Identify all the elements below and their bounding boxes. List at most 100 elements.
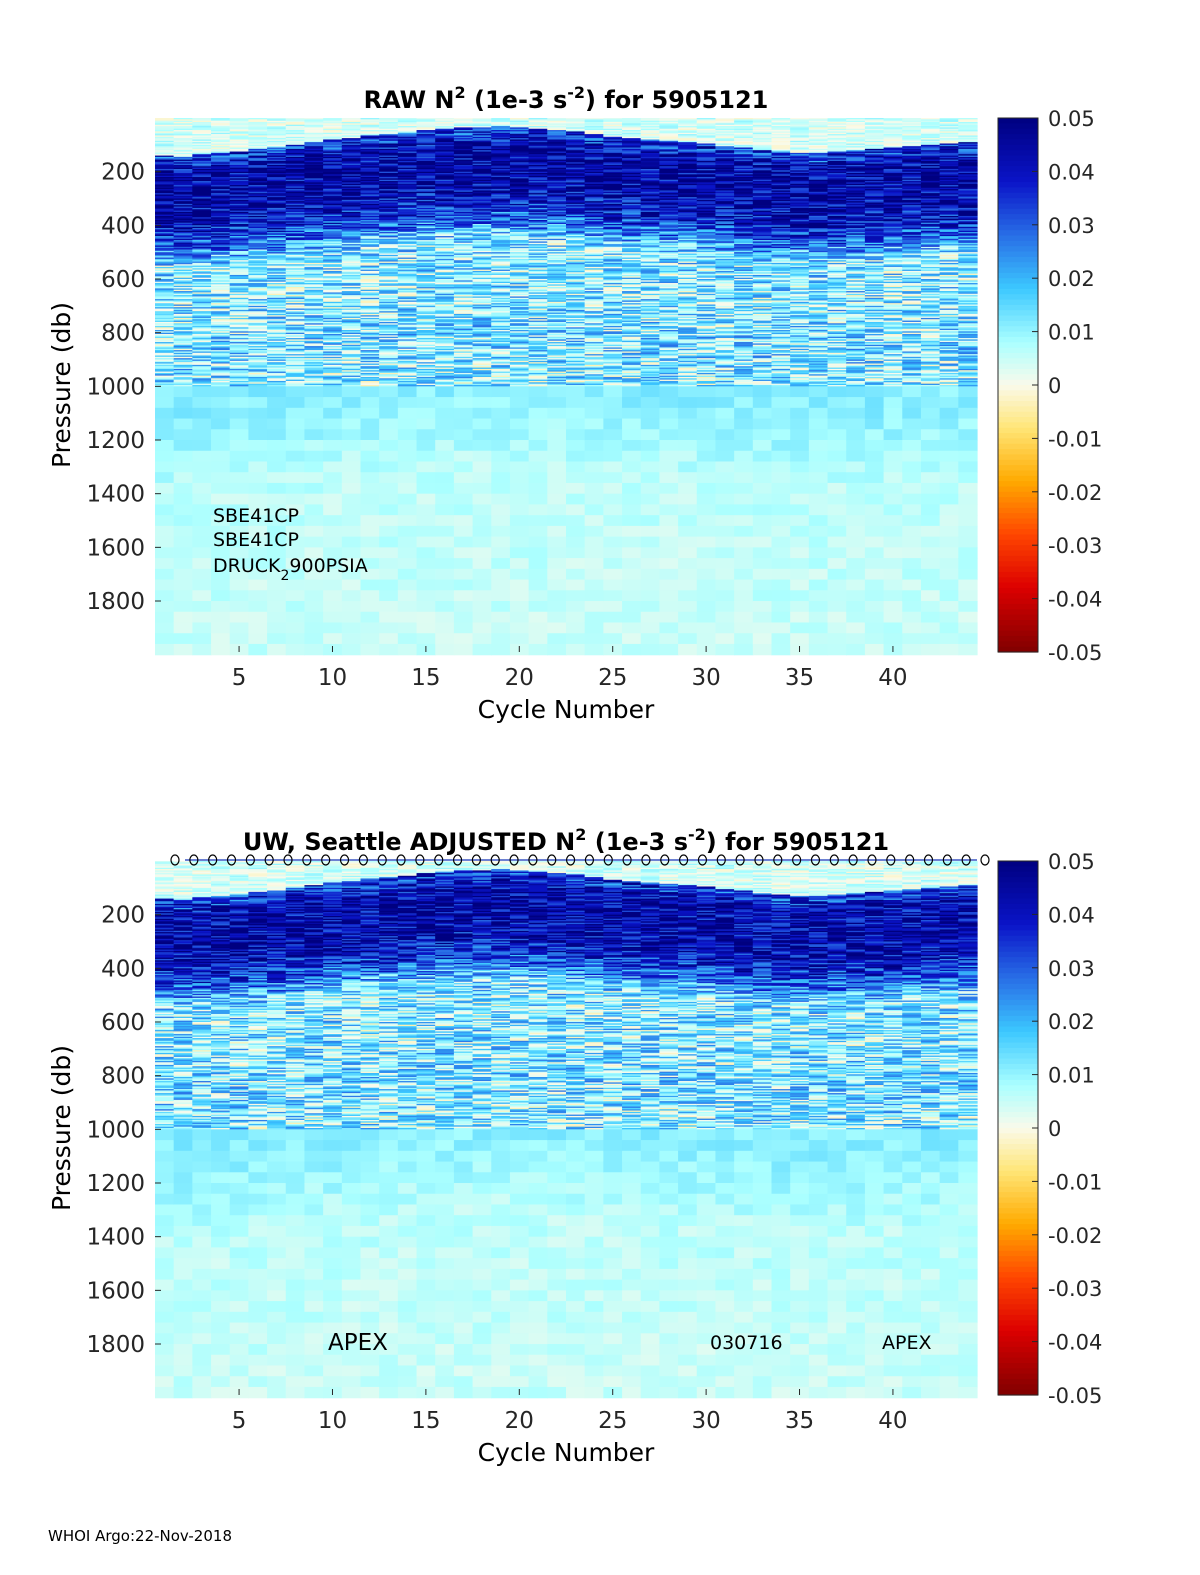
heatmap-cell <box>211 228 231 230</box>
heatmap-cell <box>192 370 212 373</box>
heatmap-cell <box>229 194 250 197</box>
heatmap-cell <box>211 264 231 267</box>
heatmap-cell <box>173 300 193 303</box>
heatmap-cell <box>323 397 343 409</box>
heatmap-cell <box>229 358 250 361</box>
heatmap-cell <box>173 241 193 244</box>
heatmap-cell <box>211 268 231 271</box>
heatmap-cell <box>509 633 530 645</box>
heatmap-cell <box>491 418 511 430</box>
heatmap-cell <box>211 351 231 354</box>
heatmap-cell <box>229 303 250 306</box>
heatmap-cell <box>229 136 250 139</box>
heatmap-cell <box>229 313 250 316</box>
heatmap-cell <box>192 292 212 295</box>
heatmap-cell <box>341 611 362 624</box>
heatmap-cell <box>155 171 175 174</box>
heatmap-cell <box>341 397 362 409</box>
heatmap-cell <box>211 266 231 269</box>
heatmap-cell <box>416 611 436 624</box>
heatmap-cell <box>211 370 231 373</box>
heatmap-cell <box>192 206 212 209</box>
heatmap-cell <box>528 482 548 495</box>
heatmap-cell <box>173 536 193 548</box>
heatmap-cell <box>211 299 231 302</box>
heatmap-cell <box>229 156 250 159</box>
heatmap-cell <box>211 253 231 256</box>
heatmap-cell <box>192 144 212 147</box>
heatmap-cell <box>173 315 193 318</box>
heatmap-cell <box>192 336 212 339</box>
heatmap-cell <box>211 256 231 259</box>
heatmap-cell <box>248 163 268 166</box>
heatmap-cell <box>155 279 175 281</box>
heatmap-cell <box>211 261 231 264</box>
heatmap-cell <box>528 611 548 624</box>
heatmap-cell <box>192 246 212 249</box>
heatmap-cell <box>192 135 212 138</box>
heatmap-cell <box>229 241 250 244</box>
heatmap-cell <box>435 568 455 581</box>
heatmap-cell <box>192 226 212 229</box>
heatmap-cell <box>173 189 193 192</box>
heatmap-cell <box>248 622 268 634</box>
heatmap-cell <box>509 525 530 538</box>
heatmap-cell <box>211 297 231 300</box>
heatmap-cell <box>229 238 250 241</box>
heatmap-cell <box>192 450 212 463</box>
heatmap-cell <box>173 312 193 315</box>
heatmap-cell <box>173 215 193 218</box>
heatmap-cell <box>192 375 212 378</box>
heatmap-cell <box>192 136 212 139</box>
heatmap-cell <box>173 301 193 304</box>
heatmap-cell <box>472 643 492 656</box>
heatmap-cell <box>229 372 250 375</box>
heatmap-cell <box>229 276 250 279</box>
heatmap-cell <box>211 229 231 232</box>
heatmap-cell <box>528 622 548 634</box>
heatmap-cell <box>173 386 193 398</box>
heatmap-cell <box>173 380 193 383</box>
heatmap-cell <box>229 370 250 373</box>
heatmap-cell <box>509 611 530 624</box>
heatmap-cell <box>192 147 212 150</box>
heatmap-cell <box>173 253 193 256</box>
heatmap-cell <box>155 276 175 279</box>
heatmap-cell <box>211 207 231 210</box>
heatmap-cell <box>192 339 212 342</box>
heatmap-cell <box>547 590 567 602</box>
heatmap-cell <box>416 568 436 581</box>
heatmap-cell <box>229 256 250 259</box>
heatmap-cell <box>155 461 175 473</box>
heatmap-cell <box>173 185 193 188</box>
heatmap-cell <box>416 482 436 495</box>
heatmap-cell <box>192 230 212 233</box>
heatmap-cell <box>211 304 231 307</box>
heatmap-cell <box>211 195 231 198</box>
heatmap-cell <box>155 320 175 323</box>
heatmap-cell <box>155 383 175 386</box>
heatmap-cell <box>229 348 250 351</box>
heatmap-cell <box>155 134 175 137</box>
heatmap-cell <box>192 515 212 527</box>
heatmap-cell <box>267 440 287 452</box>
heatmap-cell <box>211 418 231 430</box>
heatmap-cell <box>491 397 511 409</box>
heatmap-cell <box>211 359 231 362</box>
heatmap-cell <box>211 305 231 308</box>
heatmap-cell <box>192 280 212 283</box>
heatmap-cell <box>211 151 231 154</box>
heatmap-cell <box>211 214 231 217</box>
heatmap-cell <box>416 386 436 398</box>
heatmap-cell <box>379 536 399 548</box>
heatmap-cell <box>173 207 193 210</box>
heatmap-cell <box>192 245 212 248</box>
heatmap-cell <box>155 187 175 190</box>
heatmap-cell <box>229 166 250 169</box>
heatmap-cell <box>547 547 567 559</box>
heatmap-cell <box>509 558 530 570</box>
heatmap-cell <box>211 202 231 205</box>
heatmap-cell <box>155 218 175 221</box>
heatmap-cell <box>155 313 175 316</box>
heatmap-cell <box>173 269 193 272</box>
